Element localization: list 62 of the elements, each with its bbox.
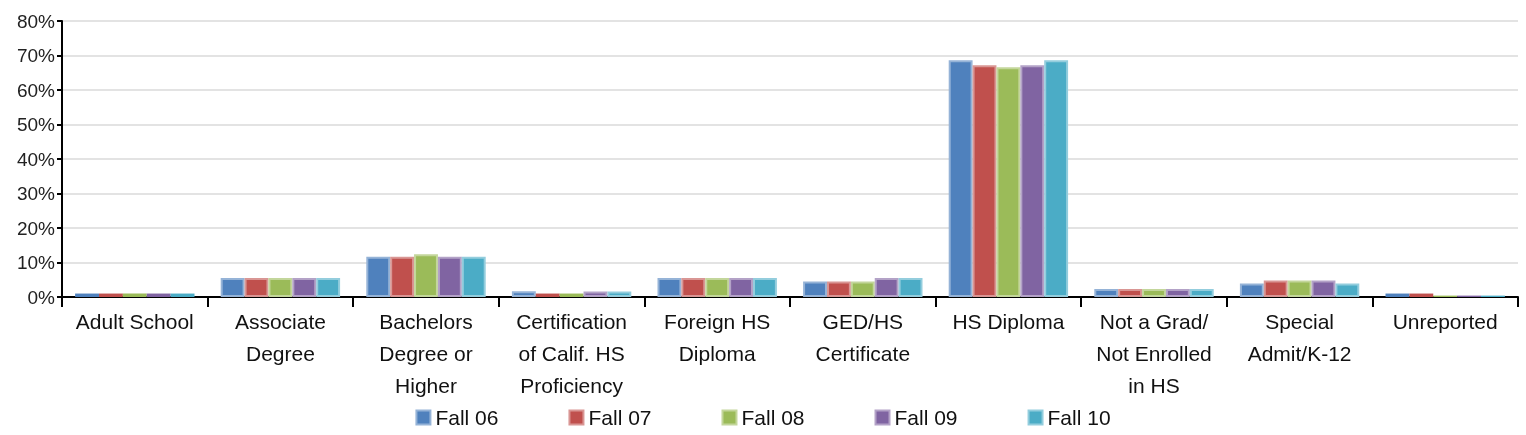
bar [826,281,851,297]
bar [1118,289,1143,297]
x-tick-label: Unreported [1392,309,1498,333]
bar [1311,280,1336,297]
bar [874,278,899,297]
bar [803,281,827,297]
bar [461,256,486,297]
y-tick-label: 10% [16,252,56,273]
legend-label: Fall 09 [894,406,958,429]
bar [437,256,462,297]
bar [705,278,730,297]
legend-label: Fall 06 [435,406,499,429]
bar [1020,65,1045,297]
bar [729,278,754,297]
y-tick-label: 0% [27,286,56,308]
bar [390,256,415,297]
bar [1239,283,1264,297]
bar [1263,280,1288,297]
y-tick-label: 60% [16,79,56,101]
bar [948,60,973,297]
x-tick-label: Foreign HS Diploma [664,309,771,365]
bar [1189,289,1214,297]
bar [244,278,269,297]
bar [511,291,536,297]
bar [220,278,245,297]
y-tick-label: 50% [16,114,56,135]
x-tick-label: Associate Degree [234,309,326,365]
bar [292,278,317,297]
x-tick-label: Certification of Calif. HS Proficiency [516,309,628,397]
bar [1094,289,1119,297]
x-tick-label: Adult School [75,309,194,333]
bar [753,278,777,297]
bar [898,278,923,297]
bar [414,254,438,297]
bar [850,281,875,297]
bar [583,291,608,297]
y-tick-label: 80% [16,10,56,32]
bar [1335,283,1360,297]
y-tick-label: 40% [16,148,56,170]
bar [681,278,706,297]
bar [268,278,293,297]
legend-label: Fall 08 [741,406,805,429]
bar [366,256,391,297]
x-tick-label: Not a Grad/ Not Enrolled in HS [1096,309,1212,397]
bar [1165,289,1190,297]
bar [996,67,1021,297]
bar [607,291,632,297]
bar [1044,60,1069,297]
legend-label: Fall 07 [588,406,652,429]
x-tick-label: Special Admit/K-12 [1247,309,1352,365]
bar [972,65,997,297]
x-tick-label: HS Diploma [952,309,1065,333]
bar [657,278,682,297]
y-tick-label: 30% [16,183,56,204]
bar [1142,289,1166,297]
bar [316,278,341,297]
x-tick-label: GED/HS Certificate [815,309,911,365]
legend-label: Fall 10 [1047,406,1111,429]
bar [1287,280,1312,297]
y-tick-label: 70% [16,45,56,66]
x-tick-label: Bachelors Degree or Higher [379,309,473,397]
y-tick-label: 20% [16,217,56,239]
